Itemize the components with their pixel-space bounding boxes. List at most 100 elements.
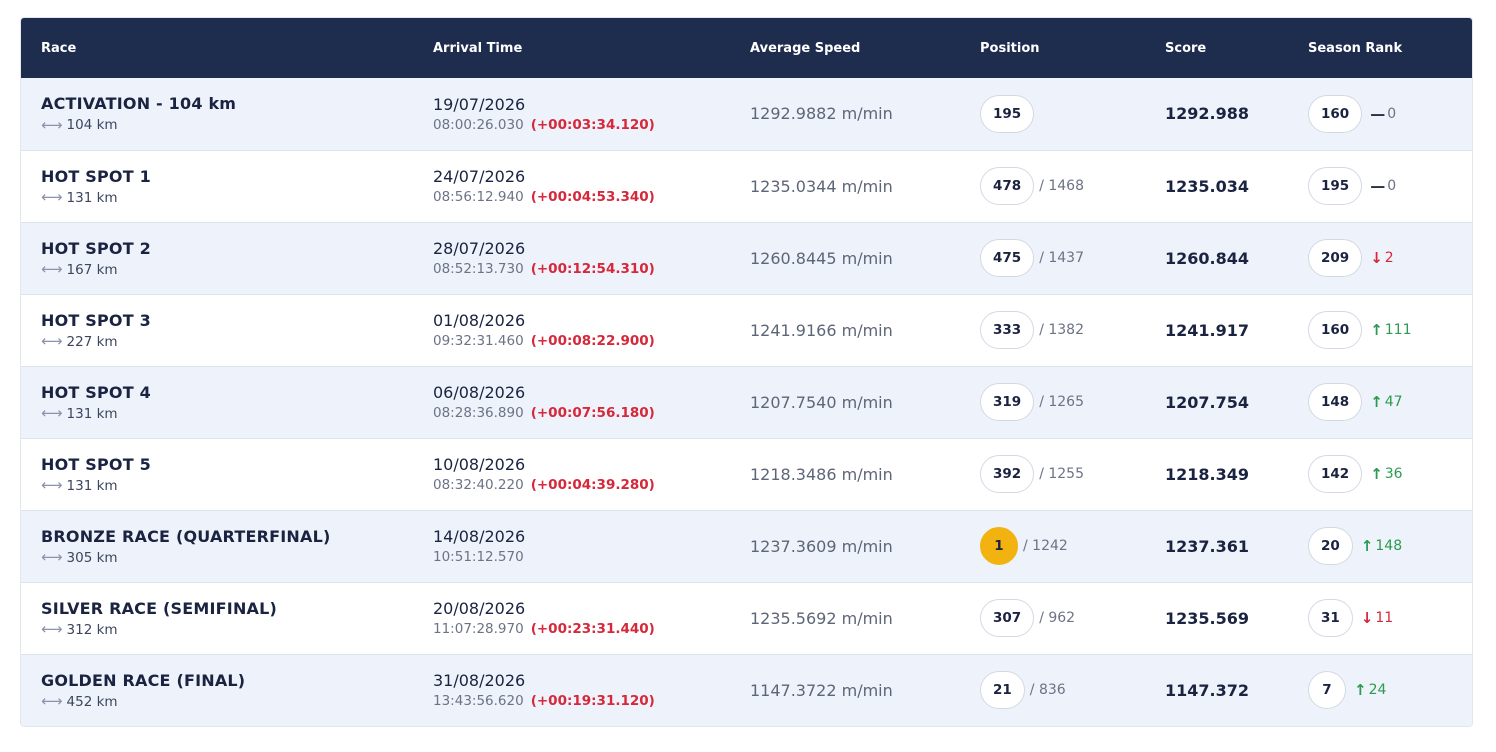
double-arrow-icon: ⟷	[41, 548, 63, 566]
season-rank-badge: 195	[1308, 167, 1363, 205]
column-header-position[interactable]: Position	[980, 40, 1040, 56]
season-rank-wrap: 142 ↑ 36	[1308, 455, 1472, 493]
race-name[interactable]: SILVER RACE (SEMIFINAL)	[41, 598, 278, 618]
arrival-time-line: 08:00:26.030 (+00:03:34.120)	[433, 117, 750, 133]
arrival-date: 14/08/2026	[433, 527, 526, 546]
race-name[interactable]: HOT SPOT 5	[41, 454, 151, 474]
arrow-up-icon: ↑	[1370, 393, 1383, 411]
arrival-cell: 14/08/2026 10:51:12.570	[433, 510, 750, 582]
position-badge: 475	[980, 239, 1035, 277]
table-row[interactable]: HOT SPOT 5 ⟷ 131 km 10/08/2026 08:32:40.…	[21, 438, 1472, 510]
speed-cell: 1260.8445 m/min	[750, 222, 980, 294]
position-cell: 307 / 962	[980, 582, 1165, 654]
race-name[interactable]: GOLDEN RACE (FINAL)	[41, 670, 246, 690]
season-rank-wrap: 209 ↓ 2	[1308, 239, 1472, 277]
arrow-down-icon: ↓	[1360, 609, 1374, 627]
race-cell: ACTIVATION - 104 km ⟷ 104 km	[21, 78, 433, 150]
table-row[interactable]: ACTIVATION - 104 km ⟷ 104 km 19/07/2026 …	[21, 78, 1472, 150]
time-delta: (+00:23:31.440)	[530, 621, 655, 637]
distance-value: 227 km	[66, 333, 118, 350]
arrival-time-line: 10:51:12.570	[433, 549, 750, 565]
arrival-date: 24/07/2026	[433, 167, 526, 186]
time-delta: (+00:03:34.120)	[530, 116, 655, 133]
race-cell: HOT SPOT 2 ⟷ 167 km	[21, 222, 433, 294]
rank-change-value: 148	[1375, 538, 1403, 554]
season-rank-cell: 209 ↓ 2	[1308, 222, 1472, 294]
race-results-table-container: Race Arrival Time Average Speed Position…	[20, 17, 1473, 727]
score-value: 1260.844	[1165, 248, 1250, 268]
table-row[interactable]: HOT SPOT 4 ⟷ 131 km 06/08/2026 08:28:36.…	[21, 366, 1472, 438]
race-distance: ⟷ 167 km	[41, 262, 433, 278]
season-rank-cell: 148 ↑ 47	[1308, 366, 1472, 438]
race-name[interactable]: BRONZE RACE (QUARTERFINAL)	[41, 526, 331, 546]
race-distance: ⟷ 104 km	[41, 117, 433, 133]
rank-change-value: 11	[1375, 610, 1394, 626]
position-wrap: 333 / 1382	[980, 311, 1165, 349]
double-arrow-icon: ⟷	[41, 476, 63, 494]
position-cell: 475 / 1437	[980, 222, 1165, 294]
double-arrow-icon: ⟷	[41, 404, 63, 422]
double-arrow-icon: ⟷	[41, 260, 63, 278]
average-speed: 1207.7540 m/min	[750, 392, 893, 412]
distance-value: 131 km	[66, 189, 118, 206]
arrival-time-line: 09:32:31.460 (+00:08:22.900)	[433, 333, 750, 349]
race-name[interactable]: HOT SPOT 2	[41, 238, 151, 258]
race-name[interactable]: HOT SPOT 1	[41, 166, 151, 186]
score-value: 1237.361	[1165, 536, 1250, 556]
time-delta: (+00:07:56.180)	[530, 405, 655, 421]
table-row[interactable]: GOLDEN RACE (FINAL) ⟷ 452 km 31/08/2026 …	[21, 654, 1472, 726]
column-header-season-rank[interactable]: Season Rank	[1308, 40, 1403, 56]
race-name[interactable]: HOT SPOT 3	[41, 310, 151, 330]
race-distance: ⟷ 131 km	[41, 478, 433, 494]
race-cell: GOLDEN RACE (FINAL) ⟷ 452 km	[21, 654, 433, 726]
average-speed: 1237.3609 m/min	[750, 536, 893, 556]
score-cell: 1235.569	[1165, 582, 1308, 654]
arrival-time: 13:43:56.620	[433, 693, 524, 710]
table-row[interactable]: BRONZE RACE (QUARTERFINAL) ⟷ 305 km 14/0…	[21, 510, 1472, 582]
season-rank-wrap: 31 ↓ 11	[1308, 599, 1472, 637]
double-arrow-icon: ⟷	[41, 620, 63, 638]
arrival-time: 08:32:40.220	[433, 477, 524, 493]
arrival-date: 19/07/2026	[433, 94, 526, 114]
position-badge: 1	[980, 527, 1018, 565]
column-header-average-speed[interactable]: Average Speed	[750, 40, 861, 56]
score-value: 1218.349	[1165, 464, 1250, 484]
double-arrow-icon: ⟷	[41, 332, 63, 350]
position-wrap: 478 / 1468	[980, 167, 1165, 205]
double-arrow-icon: ⟷	[41, 692, 63, 711]
score-cell: 1218.349	[1165, 438, 1308, 510]
race-distance: ⟷ 305 km	[41, 550, 433, 566]
column-header-race[interactable]: Race	[41, 40, 77, 56]
table-row[interactable]: HOT SPOT 1 ⟷ 131 km 24/07/2026 08:56:12.…	[21, 150, 1472, 222]
season-rank-badge: 160	[1308, 94, 1363, 133]
score-value: 1292.988	[1165, 104, 1250, 124]
position-wrap: 21 / 836	[980, 671, 1165, 710]
arrival-time: 11:07:28.970	[433, 621, 524, 637]
position-cell: 478 / 1468	[980, 150, 1165, 222]
table-row[interactable]: SILVER RACE (SEMIFINAL) ⟷ 312 km 20/08/2…	[21, 582, 1472, 654]
season-rank-cell: 160 — 0	[1308, 78, 1472, 150]
table-header-row: Race Arrival Time Average Speed Position…	[21, 18, 1472, 78]
race-name[interactable]: HOT SPOT 4	[41, 382, 151, 402]
speed-cell: 1147.3722 m/min	[750, 654, 980, 726]
score-cell: 1237.361	[1165, 510, 1308, 582]
position-badge: 195	[980, 94, 1035, 133]
table-row[interactable]: HOT SPOT 3 ⟷ 227 km 01/08/2026 09:32:31.…	[21, 294, 1472, 366]
race-name[interactable]: ACTIVATION - 104 km	[41, 94, 237, 114]
table-row[interactable]: HOT SPOT 2 ⟷ 167 km 28/07/2026 08:52:13.…	[21, 222, 1472, 294]
position-total: / 836	[1029, 682, 1066, 699]
position-cell: 392 / 1255	[980, 438, 1165, 510]
race-distance: ⟷ 227 km	[41, 334, 433, 350]
arrival-time: 08:28:36.890	[433, 405, 524, 421]
position-badge: 478	[980, 167, 1035, 205]
rank-change-value: 0	[1387, 105, 1397, 122]
distance-value: 452 km	[66, 693, 118, 710]
average-speed: 1241.9166 m/min	[750, 320, 893, 340]
score-value: 1235.569	[1165, 608, 1250, 628]
column-header-arrival-time[interactable]: Arrival Time	[433, 40, 523, 56]
arrival-time-line: 13:43:56.620 (+00:19:31.120)	[433, 693, 750, 709]
speed-cell: 1241.9166 m/min	[750, 294, 980, 366]
race-cell: SILVER RACE (SEMIFINAL) ⟷ 312 km	[21, 582, 433, 654]
column-header-score[interactable]: Score	[1165, 40, 1207, 56]
season-rank-badge: 160	[1308, 311, 1363, 349]
